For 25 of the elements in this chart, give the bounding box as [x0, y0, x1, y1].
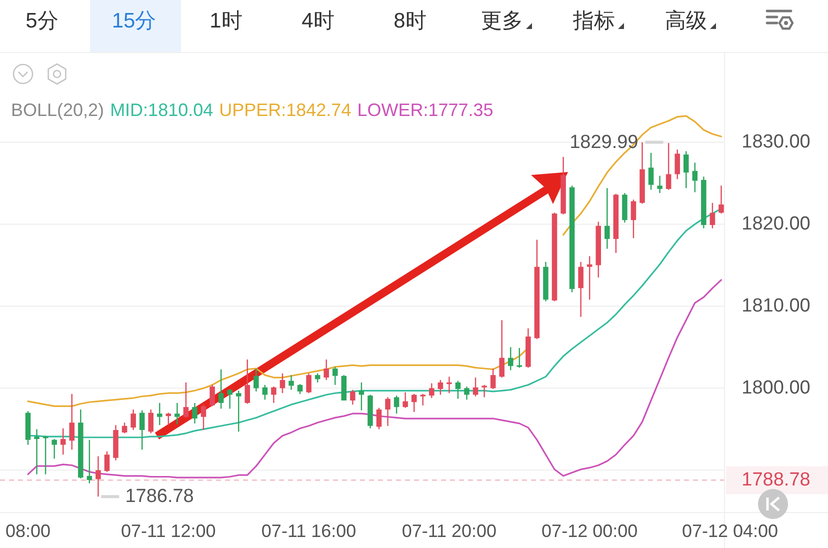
x-tick-label: 07-11 12:00: [121, 521, 216, 541]
text: 1788.78: [742, 470, 810, 491]
x-tick-label: 07-11 16:00: [261, 521, 356, 541]
annotation: 1786.78: [125, 486, 194, 508]
y-tick-label: 1830.00: [742, 132, 810, 153]
text: MID:1810.04: [110, 100, 214, 120]
legend-title: BOLL(20,2): [11, 100, 104, 120]
text: LOWER:1777.35: [357, 100, 494, 120]
text: 1时: [210, 10, 242, 32]
y-tick-label: 1810.00: [742, 296, 810, 317]
y-tick-label: 1800.00: [742, 378, 810, 399]
x-tick-label: 07-11 20:00: [402, 521, 497, 541]
text: 8时: [394, 10, 426, 32]
text: UPPER:1842.74: [219, 100, 352, 120]
x-tick-label: 07-12 00:00: [542, 521, 638, 541]
y-tick-label: 1820.00: [742, 214, 810, 235]
text: 15分: [112, 10, 156, 32]
text: 高级: [665, 10, 707, 32]
text: 指标: [572, 10, 615, 32]
x-tick-label: 08:00: [5, 521, 51, 541]
x-tick-label: 07-12 04:00: [682, 521, 778, 541]
annotation: 1829.99: [570, 132, 638, 153]
text: 5分: [26, 10, 58, 32]
text: 更多: [481, 10, 523, 32]
text: 4时: [302, 10, 334, 32]
